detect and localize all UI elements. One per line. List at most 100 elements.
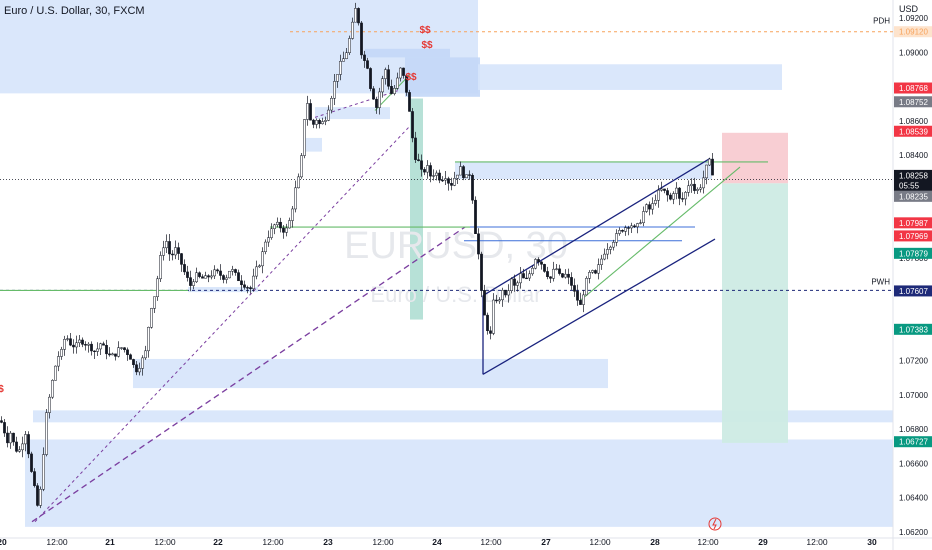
zone-box[interactable] xyxy=(478,64,782,90)
candle[interactable] xyxy=(150,307,153,329)
candle[interactable] xyxy=(510,277,513,294)
candle[interactable] xyxy=(702,170,705,194)
price-label[interactable]: 05:55 xyxy=(894,179,932,191)
candle[interactable] xyxy=(363,50,366,68)
candle[interactable] xyxy=(48,394,51,419)
candle[interactable] xyxy=(336,74,339,88)
candle[interactable] xyxy=(636,222,639,234)
candle[interactable] xyxy=(492,293,495,336)
candle[interactable] xyxy=(711,152,714,176)
candle[interactable] xyxy=(477,228,480,260)
time-axis[interactable]: 20 12:00 21 12:00 22 12:00 23 12:00 24 12:00 27 12:… xyxy=(0,537,877,547)
candle[interactable] xyxy=(24,431,27,452)
candle[interactable] xyxy=(135,361,138,376)
candle[interactable] xyxy=(123,347,126,353)
candle[interactable] xyxy=(390,79,393,95)
candle[interactable] xyxy=(456,174,459,185)
candle[interactable] xyxy=(507,284,510,303)
candle[interactable] xyxy=(633,224,636,228)
candle[interactable] xyxy=(594,269,597,275)
candle[interactable] xyxy=(561,273,564,279)
candle[interactable] xyxy=(66,335,69,342)
candle[interactable] xyxy=(369,67,372,92)
candle[interactable] xyxy=(162,240,165,261)
candle[interactable] xyxy=(87,342,90,353)
candle[interactable] xyxy=(570,272,573,290)
candle[interactable] xyxy=(297,173,300,189)
candle[interactable] xyxy=(531,265,534,276)
candle[interactable] xyxy=(129,353,132,360)
candle[interactable] xyxy=(516,280,519,292)
candle[interactable] xyxy=(453,171,456,187)
candle[interactable] xyxy=(444,171,447,185)
price-label[interactable]: 1.07987 xyxy=(894,217,932,229)
candle[interactable] xyxy=(120,347,123,350)
candle[interactable] xyxy=(279,217,282,233)
candle[interactable] xyxy=(597,258,600,280)
candle[interactable] xyxy=(342,51,345,62)
zone-box[interactable] xyxy=(188,286,258,293)
channel-lower-line[interactable] xyxy=(482,238,716,375)
candle[interactable] xyxy=(414,131,417,163)
candle[interactable] xyxy=(693,177,696,194)
candle[interactable] xyxy=(393,85,396,96)
candle[interactable] xyxy=(345,47,348,60)
candle[interactable] xyxy=(306,95,309,126)
candle[interactable] xyxy=(522,268,525,279)
candle[interactable] xyxy=(621,229,624,233)
candle[interactable] xyxy=(291,206,294,228)
candle[interactable] xyxy=(573,278,576,297)
candle[interactable] xyxy=(687,180,690,197)
candle[interactable] xyxy=(45,408,48,457)
candle[interactable] xyxy=(396,72,399,90)
price-label[interactable]: 1.08768 xyxy=(894,82,932,94)
candle[interactable] xyxy=(111,352,114,356)
candle[interactable] xyxy=(690,178,693,193)
candle[interactable] xyxy=(543,263,546,273)
candle[interactable] xyxy=(519,267,522,289)
candle[interactable] xyxy=(708,157,711,167)
price-label[interactable]: 1.09120 xyxy=(894,26,932,38)
zone-box[interactable] xyxy=(305,137,322,152)
candle[interactable] xyxy=(114,353,117,361)
candle[interactable] xyxy=(666,187,669,202)
candle[interactable] xyxy=(474,196,477,235)
candle[interactable] xyxy=(330,95,333,114)
candle[interactable] xyxy=(513,274,516,292)
candle[interactable] xyxy=(270,223,273,240)
candle[interactable] xyxy=(9,430,12,449)
candle[interactable] xyxy=(78,335,81,348)
candle[interactable] xyxy=(198,271,201,279)
candle[interactable] xyxy=(33,468,36,488)
candle[interactable] xyxy=(54,365,57,381)
candle[interactable] xyxy=(216,268,219,274)
candle[interactable] xyxy=(81,337,84,348)
zone-box[interactable] xyxy=(315,107,390,120)
candle[interactable] xyxy=(366,57,369,70)
candle[interactable] xyxy=(147,326,150,358)
candle[interactable] xyxy=(399,67,402,82)
candle[interactable] xyxy=(654,194,657,206)
price-label[interactable]: 1.08235 xyxy=(894,190,932,202)
candle[interactable] xyxy=(459,161,462,176)
candle[interactable] xyxy=(204,271,207,279)
candle[interactable] xyxy=(612,239,615,251)
candle[interactable] xyxy=(603,248,606,261)
candle[interactable] xyxy=(555,263,558,271)
signal-zone[interactable] xyxy=(410,98,423,320)
candle[interactable] xyxy=(423,167,426,176)
candle[interactable] xyxy=(231,265,234,276)
candle[interactable] xyxy=(228,270,231,279)
candle[interactable] xyxy=(579,292,582,305)
candle[interactable] xyxy=(420,154,423,177)
candle[interactable] xyxy=(201,274,204,279)
candle[interactable] xyxy=(192,278,195,290)
price-label[interactable]: 1.08258 xyxy=(894,169,932,181)
candle[interactable] xyxy=(186,265,189,282)
candle[interactable] xyxy=(174,240,177,260)
candle[interactable] xyxy=(255,260,258,280)
candle[interactable] xyxy=(672,191,675,205)
candle[interactable] xyxy=(288,217,291,229)
candle[interactable] xyxy=(618,227,621,236)
candle[interactable] xyxy=(171,250,174,261)
